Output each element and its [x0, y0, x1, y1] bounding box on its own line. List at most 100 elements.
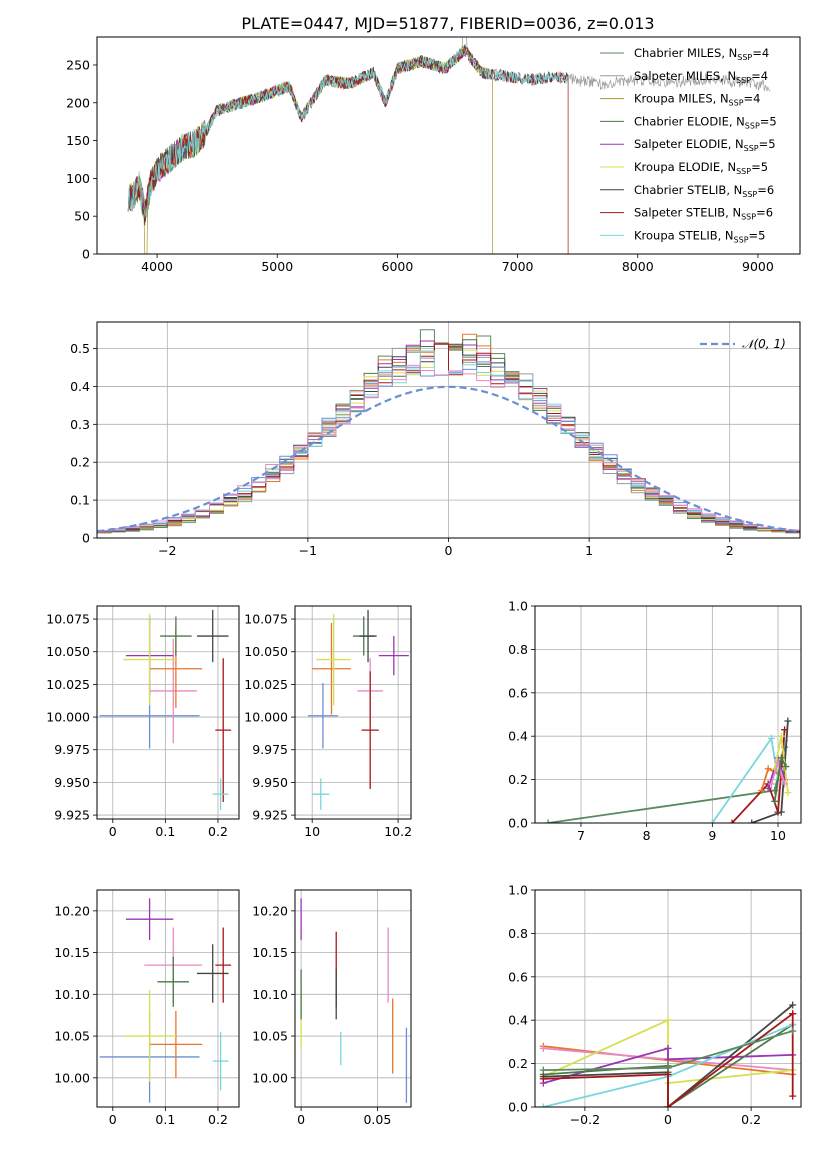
x-tick-label: 2: [726, 543, 734, 558]
y-tick-label: 10.025: [46, 677, 90, 692]
y-tick-label: 10.20: [54, 903, 90, 918]
mass_vs_ebv-points: [300, 898, 408, 1103]
mass-weight-marker: [664, 1016, 672, 1024]
mass-weight-marker: [789, 1010, 797, 1018]
legend-entry: Kroupa ELODIE, NSSP=5: [634, 160, 768, 176]
legend-entry-eq: =5: [759, 137, 776, 151]
mass-weight-marker: [539, 1066, 547, 1074]
x-tick-label: 0: [109, 824, 117, 839]
mass-weight-marker: [767, 734, 775, 742]
y-tick-label: 0.1: [70, 493, 90, 508]
x-tick-label: 0: [109, 1112, 117, 1127]
y-tick-label: 9.975: [252, 742, 288, 757]
mass-weight-marker: [748, 819, 756, 823]
plot-frame: [534, 605, 802, 824]
legend-entry-sub: SSP: [745, 121, 760, 130]
y-tick-label: 9.925: [54, 808, 90, 823]
legend-entry-label: Kroupa MILES, N: [634, 92, 729, 106]
x-tick-label: 8: [643, 828, 651, 843]
spectrum-series-line: [127, 47, 493, 217]
x-tick-label: 1: [585, 543, 593, 558]
mass-weight-marker: [764, 784, 772, 792]
y-tick-label: 9.975: [54, 742, 90, 757]
legend-entry-sub: SSP: [742, 190, 757, 199]
y-tick-label: 10.050: [46, 644, 90, 659]
spectrum-series-line: [127, 47, 493, 221]
mass-weight-marker: [708, 819, 716, 823]
x-tick-label: 0: [297, 1112, 305, 1127]
y-tick-label: 10.00: [54, 1070, 90, 1085]
mass-weight-marker: [789, 1092, 797, 1100]
legend-entry-label: Kroupa ELODIE, N: [634, 160, 736, 174]
mass_weight_vs_age-axes: 7 8 9 10 0.0 0.2 0.4 0.6 0.8 1.0: [508, 599, 801, 843]
y-tick-label: 0.4: [508, 1013, 528, 1028]
mass_vs_ebv-axes: 0 0.05 10.00 10.05 10.10 10.15 10.20: [252, 890, 411, 1127]
legend-entry-eq: =4: [744, 92, 761, 106]
legend-entry: Kroupa STELIB, NSSP=5: [634, 228, 765, 244]
gaussian-curve: [97, 385, 800, 533]
legend-entry-eq: =5: [751, 160, 768, 174]
y-tick-label: 10.050: [244, 644, 288, 659]
legend-entry: Salpeter STELIB, NSSP=6: [634, 206, 773, 222]
x-tick-label: −1: [299, 543, 317, 558]
y-tick-label: 10.000: [46, 710, 90, 725]
x-tick-label: 0.2: [741, 1112, 761, 1127]
y-tick-label: 10.000: [244, 710, 288, 725]
x-tick-label: −0.2: [570, 1112, 600, 1127]
y-tick-label: 0: [82, 247, 90, 262]
y-tick-label: 100: [66, 171, 90, 186]
legend-entry: Chabrier ELODIE, NSSP=5: [634, 114, 777, 130]
mass-weight-marker: [781, 780, 789, 788]
legend-entry: Chabrier MILES, NSSP=4: [634, 46, 769, 62]
legend-entry-label: Chabrier MILES, N: [634, 46, 737, 60]
age_vs_mass-axes: 10 10.2 9.925 9.950 9.975 10.000 10.025 10.050 1…: [244, 606, 412, 839]
mass-weight-marker: [764, 765, 772, 773]
legend-entry-sub: SSP: [736, 76, 751, 85]
x-tick-label: 9000: [742, 259, 774, 274]
mass-weight-marker: [664, 1055, 672, 1063]
mass-weight-marker: [539, 1103, 547, 1107]
mass-weight-marker: [539, 1075, 547, 1083]
y-tick-label: 10.025: [244, 677, 288, 692]
y-tick-label: 10.10: [252, 987, 288, 1002]
mass-weight-marker: [771, 797, 779, 805]
x-tick-label: 8000: [622, 259, 654, 274]
figure-title: PLATE=0447, MJD=51877, FIBERID=0036, z=0…: [241, 14, 654, 33]
legend-entry-sub: SSP: [736, 167, 751, 176]
x-tick-label: 0.1: [155, 824, 175, 839]
y-tick-label: 0.2: [508, 1056, 528, 1071]
y-tick-label: 10.15: [54, 945, 90, 960]
x-tick-label: 10: [304, 824, 320, 839]
x-tick-label: 4000: [141, 259, 173, 274]
y-tick-label: 0.0: [508, 816, 528, 831]
age_vs_Z-axes: 0 0.1 0.2 9.925 9.950 9.975 10.000 10.025 10.050…: [46, 606, 239, 839]
legend-entry-sub: SSP: [734, 235, 749, 244]
mass-weight-marker: [784, 789, 792, 797]
y-tick-label: 10.05: [252, 1029, 288, 1044]
legend-entry-label: Salpeter MILES, N: [634, 69, 736, 83]
age_vs_mass-points: [307, 609, 409, 810]
x-tick-label: 0.05: [363, 1112, 391, 1127]
x-tick-label: 0: [445, 543, 453, 558]
legend-entry-eq: =5: [749, 228, 766, 242]
legend-entry-eq: =4: [752, 46, 769, 60]
x-tick-label: 0: [664, 1112, 672, 1127]
y-tick-label: 0: [82, 531, 90, 546]
y-tick-label: 0.0: [508, 1100, 528, 1115]
mass-weight-marker: [784, 717, 792, 725]
legend-entry-label: Chabrier ELODIE, N: [634, 114, 745, 128]
legend-entry: Salpeter ELODIE, NSSP=5: [634, 137, 776, 153]
plot-frame: [534, 889, 802, 1108]
y-tick-label: 150: [66, 133, 90, 148]
mass-weight-marker: [758, 786, 766, 794]
mass-weight-line: [543, 1012, 794, 1107]
y-tick-label: 50: [74, 209, 90, 224]
legend-entry-sub: SSP: [744, 144, 759, 153]
y-tick-label: 250: [66, 57, 90, 72]
x-tick-label: 0.2: [208, 824, 228, 839]
mass-weight-marker: [782, 763, 790, 771]
legend-entry-eq: =6: [757, 183, 774, 197]
mass-weight-marker: [728, 819, 736, 823]
y-tick-label: 10.075: [244, 612, 288, 627]
